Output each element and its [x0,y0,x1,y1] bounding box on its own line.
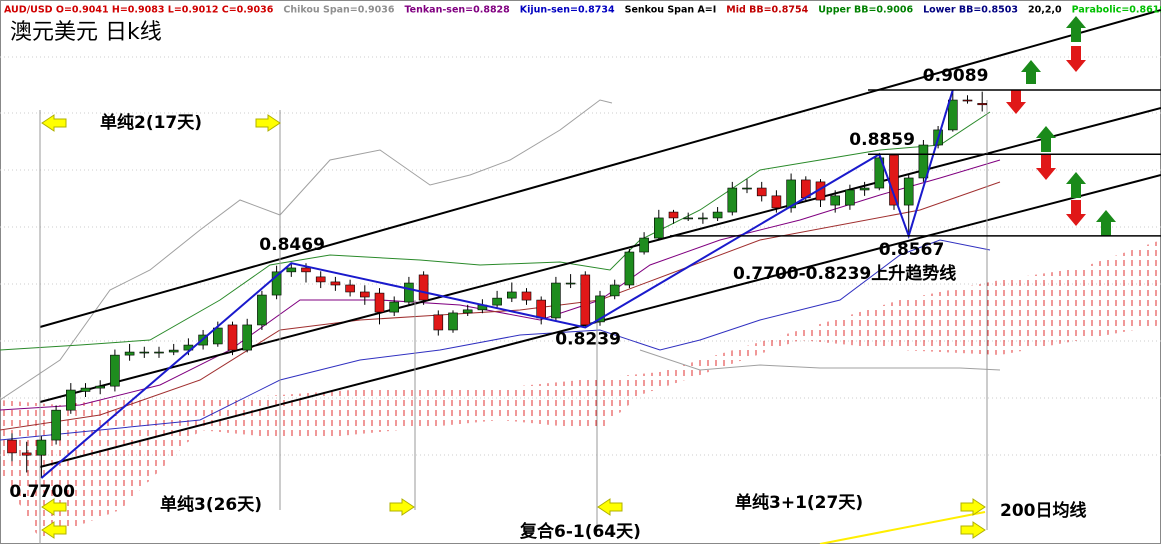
candle-body [124,351,135,356]
candle-body [168,349,179,353]
candle-body [448,312,458,331]
senkou-b [639,349,1001,371]
candle-body [95,385,105,389]
candle-body [286,267,297,273]
candle-body [609,284,620,297]
candle-body [653,217,664,239]
candle-body [947,99,958,131]
candle-body [359,291,370,298]
candle-body [565,282,576,285]
annotation: 200日均线 [1000,500,1087,521]
candle-body [418,274,429,301]
candle-body [330,281,341,286]
candle-body [7,439,17,454]
signal-arrows [1006,16,1116,236]
annotation: 单纯3(26天) [160,494,262,515]
annotation: 单纯3+1(27天) [735,492,863,513]
header: AUD/USD O=0.9041 H=0.9083 L=0.9012 C=0.9… [4,5,1161,16]
candle-body [727,187,738,213]
candle-body [639,237,649,253]
candle-body [154,351,164,354]
cycle-lines [39,100,988,544]
yellow-arrows [41,114,986,539]
candle-body [227,324,238,351]
candle-body [374,292,385,313]
chikou-line [0,99,613,401]
upper-bb [0,111,991,351]
candle-body [977,103,988,106]
candle-body [51,409,61,441]
pivot-label: 0.8859 [849,130,915,150]
pivot-label: 0.7700 [9,482,75,502]
header-item: 20,2,0 [1028,5,1062,16]
candle-body [213,327,223,345]
candle-body [301,267,311,273]
candle-body [668,211,679,219]
candle-body [698,217,708,220]
annotation: 复合6-1(64天) [519,521,641,542]
candle-body [521,291,532,301]
candle-body [786,179,796,209]
candle-body [404,282,414,303]
header-item: Parabolic=0.8619 0.02,0.2 [1072,5,1161,16]
candle-body [506,291,517,299]
candle-body [874,157,885,189]
candle-body [742,187,752,190]
candle-body [433,314,444,331]
candle-body [21,452,32,456]
candle-body [66,389,76,411]
candle-body [551,282,561,319]
candle-body [462,309,473,314]
candle-body [345,284,355,293]
header-item: AUD/USD O=0.9041 H=0.9083 L=0.9012 C=0.9… [4,5,274,16]
annotation: 0.7700-0.8239上升趋势线 [733,263,956,284]
pivot-label: 0.8469 [259,235,325,255]
candle-body [918,144,929,179]
candle-body [110,354,120,387]
candle-body [36,439,47,456]
header-item: Kijun-sen=0.8734 [520,5,615,16]
candle-body [271,271,282,296]
candle-body [859,187,870,191]
lower-bb [0,239,991,441]
candle-body [257,294,267,326]
candle-body [624,251,635,286]
pivot-label: 0.9089 [923,66,989,86]
candle-body [756,187,767,197]
candle-body [536,299,547,319]
annotation: 单纯2(17天) [100,112,202,133]
candle-body [683,217,694,220]
candle-body [962,99,973,102]
candle-body [492,297,502,306]
candle-body [139,351,150,354]
candle-body [771,195,782,209]
candle-body [80,387,91,392]
chart-title: 澳元美元 日k线 [10,20,162,45]
candle-body [315,276,326,283]
candle-body [903,177,914,206]
mid-bb [0,181,1001,431]
candle-body [389,301,400,313]
candle-body [845,189,855,206]
wave-line [40,89,954,479]
header-item: Lower BB=0.8503 [923,5,1018,16]
header-item: Senkou Span A=I [625,5,717,16]
cloud [0,240,1161,540]
sma-200 [819,511,986,544]
header-item: Chikou Span=0.9036 [283,5,394,16]
candle-body [580,274,591,326]
header-item: Mid BB=0.8754 [726,5,808,16]
candle-body [830,195,841,206]
header-item: Tenkan-sen=0.8828 [404,5,510,16]
pivot-label: 0.8567 [879,240,945,260]
header-item: Upper BB=0.9006 [818,5,913,16]
pivot-label: 0.8239 [555,329,621,349]
candle-body [595,295,605,323]
candle-body [242,324,252,351]
candle-body [712,211,723,219]
